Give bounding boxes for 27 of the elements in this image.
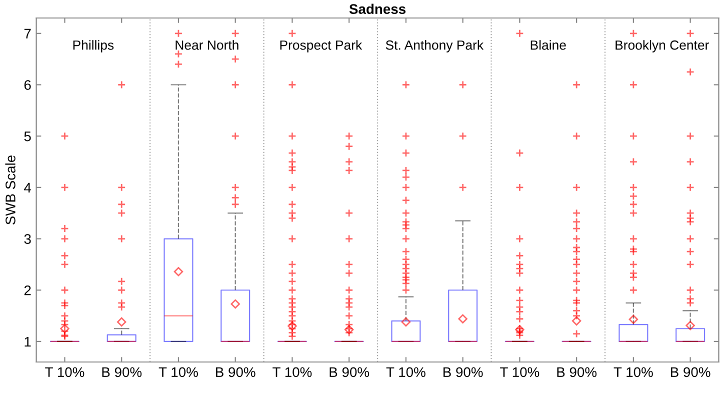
y-tick-label: 5 [24,132,31,142]
annotation: Brooklyn Center [616,40,709,52]
x-tick-label: T 10% [614,367,653,378]
y-tick-label: 7 [24,28,31,38]
chart-title: Sadness [349,4,406,14]
annotation: Blaine [530,40,566,50]
y-tick-label: 6 [24,80,31,90]
x-tick-label: T 10% [272,367,312,378]
x-tick-label: T 10% [158,367,198,378]
x-tick-label: B 90% [216,367,256,378]
y-tick-label: 2 [24,285,31,296]
annotation: St. Anthony Park [386,40,484,52]
x-tick-label: B 90% [670,367,710,378]
y-axis-title: SWB Scale [5,156,16,224]
annotation: Phillips [73,40,114,52]
y-tick-label: 3 [24,234,31,244]
x-tick-label: T 10% [45,367,84,378]
y-tick-label: 1 [24,336,31,346]
y-tick-label: 4 [24,182,32,192]
x-tick-label: T 10% [500,367,540,378]
x-tick-label: B 90% [330,367,370,378]
x-tick-label: B 90% [102,367,142,378]
x-tick-label: T 10% [386,367,426,378]
annotation: Prospect Park [280,40,362,52]
x-tick-label: B 90% [557,367,597,378]
x-tick-label: B 90% [444,367,483,378]
annotation: Near North [176,40,238,50]
